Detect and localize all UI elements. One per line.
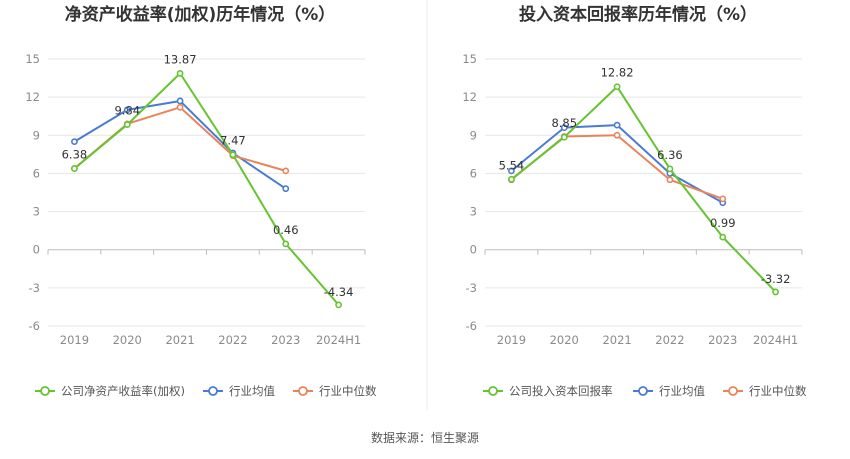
legend-marker [728, 386, 738, 396]
legend-item-median[interactable]: 行业中位数 [723, 384, 807, 398]
legend-label: 行业均值 [659, 384, 705, 398]
data-point-avg [123, 106, 131, 114]
data-point-median [176, 103, 184, 111]
data-point-median [613, 131, 621, 139]
data-point-avg [176, 97, 184, 105]
y-tick-label: 0 [470, 243, 477, 257]
x-tick-label: 2019 [60, 333, 89, 347]
y-tick-label: 6 [33, 166, 40, 180]
y-tick-label: 9 [33, 128, 40, 142]
y-tick-label: -3 [29, 281, 40, 295]
legend-marker [298, 386, 308, 396]
data-label: -4.34 [324, 285, 354, 299]
data-label: 6.38 [62, 148, 88, 162]
data-point-company [229, 151, 237, 159]
data-point-company [772, 288, 779, 296]
series-line-company [73, 72, 340, 306]
data-point-company [71, 165, 78, 172]
legend-item-avg[interactable]: 行业均值 [203, 384, 275, 398]
x-tick-label: 2019 [497, 333, 526, 347]
data-point-company [666, 165, 674, 173]
data-point-company [176, 69, 184, 77]
legend-item-median[interactable]: 行业中位数 [293, 384, 377, 398]
series-line-avg [73, 99, 287, 190]
data-label: 0.46 [273, 223, 299, 237]
data-label: 0.99 [710, 216, 736, 230]
data-point-avg [613, 121, 621, 129]
legend-label: 行业均值 [229, 384, 275, 398]
legend-marker [208, 386, 218, 396]
x-tick-label: 2021 [165, 333, 194, 347]
data-label: -3.32 [761, 272, 791, 286]
x-tick-label: 2021 [602, 333, 631, 347]
legend-label: 行业中位数 [319, 384, 377, 398]
legend-item-company[interactable]: 公司净资产收益率(加权) [35, 384, 185, 398]
data-point-company [123, 121, 131, 129]
chart-title: 投入资本回报率历年情况（%） [519, 4, 757, 25]
y-tick-label: 6 [470, 166, 477, 180]
series-line-company [510, 85, 777, 293]
legend-marker [40, 386, 50, 396]
x-tick-label: 2020 [113, 333, 142, 347]
data-point-median [282, 167, 290, 175]
y-tick-label: -6 [466, 319, 477, 333]
y-tick-label: 15 [462, 52, 477, 66]
x-tick-label: 2024H1 [316, 333, 361, 347]
data-label: 5.54 [499, 158, 525, 172]
y-tick-label: -3 [466, 281, 477, 295]
data-point-company [335, 301, 342, 309]
data-source-note: 数据来源：恒生聚源 [371, 430, 479, 445]
data-point-company [282, 240, 290, 248]
data-point-avg [282, 185, 290, 193]
data-label: 9.84 [114, 104, 140, 118]
x-tick-label: 2022 [655, 333, 684, 347]
data-point-company [508, 175, 515, 183]
data-point-company [613, 83, 621, 91]
data-label: 7.47 [220, 134, 246, 148]
x-tick-label: 2023 [708, 333, 737, 347]
legend-marker [488, 386, 498, 396]
legend-label: 公司投入资本回报率 [509, 384, 613, 398]
data-label: 12.82 [601, 66, 634, 80]
y-tick-label: 15 [25, 52, 40, 66]
chart-title: 净资产收益率(加权)历年情况（%） [65, 4, 336, 25]
data-point-company [560, 133, 568, 141]
y-tick-label: 3 [33, 205, 40, 219]
y-tick-label: -6 [29, 319, 40, 333]
data-label: 13.87 [164, 52, 197, 66]
data-point-avg [71, 138, 78, 146]
x-tick-label: 2022 [218, 333, 247, 347]
x-tick-label: 2020 [550, 333, 579, 347]
data-point-avg [560, 124, 568, 132]
y-tick-label: 3 [470, 205, 477, 219]
y-tick-label: 0 [33, 243, 40, 257]
legend-item-company[interactable]: 公司投入资本回报率 [483, 384, 613, 398]
legend-label: 行业中位数 [749, 384, 807, 398]
x-tick-label: 2023 [271, 333, 300, 347]
y-tick-label: 12 [462, 90, 477, 104]
data-point-median [719, 195, 727, 203]
roic-chart-panel: 投入资本回报率历年情况（%） 15 12 9 6 3 0 -3 -6 2019 2020 2021 20… [462, 4, 807, 398]
roe-chart-panel: 净资产收益率(加权)历年情况（%） 15 12 9 6 3 0 -3 -6 2019 2020 202… [25, 4, 377, 398]
y-tick-label: 12 [25, 90, 40, 104]
series-line-median [73, 106, 287, 172]
x-tick-label: 2024H1 [753, 333, 798, 347]
data-label: 6.36 [657, 148, 683, 162]
legend-label: 公司净资产收益率(加权) [61, 384, 185, 398]
y-tick-label: 9 [470, 128, 477, 142]
data-point-company [719, 233, 727, 241]
data-label: 8.85 [551, 116, 577, 130]
data-point-avg [508, 167, 515, 175]
legend-marker [638, 386, 648, 396]
legend-item-avg[interactable]: 行业均值 [633, 384, 705, 398]
data-point-median [666, 176, 674, 184]
